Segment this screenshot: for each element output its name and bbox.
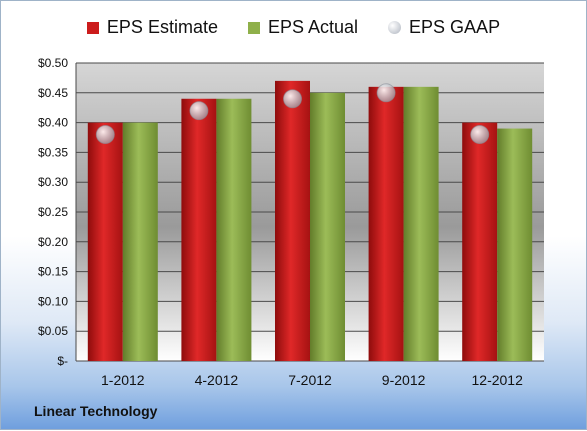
y-tick-label: $0.45 <box>38 86 68 100</box>
y-tick-label: $0.40 <box>38 116 68 130</box>
legend-swatch-gaap <box>388 21 402 34</box>
x-tick-label: 4-2012 <box>195 372 239 388</box>
bar-eps-actual <box>497 128 533 361</box>
bar-eps-estimate <box>275 80 310 361</box>
x-tick-label: 12-2012 <box>472 372 524 388</box>
y-tick-label: $- <box>57 354 68 368</box>
marker-eps-gaap <box>470 125 490 145</box>
y-tick-label: $0.30 <box>38 175 68 189</box>
y-tick-label: $0.35 <box>38 145 68 159</box>
legend: EPS Estimate EPS Actual EPS GAAP <box>1 17 586 38</box>
bar-eps-actual <box>403 86 439 361</box>
bar-eps-estimate <box>462 122 498 361</box>
marker-eps-gaap <box>189 101 209 121</box>
y-tick-label: $0.05 <box>38 324 68 338</box>
x-tick-label: 7-2012 <box>288 372 332 388</box>
bar-eps-actual <box>122 122 158 361</box>
bar-eps-actual <box>216 98 252 361</box>
company-name: Linear Technology <box>34 403 158 419</box>
legend-label-actual: EPS Actual <box>267 17 359 37</box>
x-tick-label: 1-2012 <box>101 372 145 388</box>
y-tick-label: $0.15 <box>38 265 68 279</box>
legend-swatch-actual <box>247 21 260 34</box>
bar-eps-estimate <box>368 86 404 361</box>
legend-item-gaap: EPS GAAP <box>388 17 500 38</box>
y-tick-label: $0.50 <box>38 56 68 70</box>
legend-swatch-estimate <box>86 21 99 34</box>
bar-eps-actual <box>310 92 345 362</box>
marker-eps-gaap <box>283 89 302 109</box>
y-tick-label: $0.20 <box>38 235 68 249</box>
marker-eps-gaap <box>95 125 115 145</box>
legend-item-actual: EPS Actual <box>247 17 359 38</box>
bar-eps-estimate <box>181 98 217 361</box>
legend-item-estimate: EPS Estimate <box>86 17 218 38</box>
bar-eps-estimate <box>87 122 123 361</box>
marker-eps-gaap <box>376 83 396 103</box>
legend-label-gaap: EPS GAAP <box>409 17 501 37</box>
y-tick-label: $0.25 <box>38 205 68 219</box>
y-tick-label: $0.10 <box>38 294 68 308</box>
x-tick-label: 9-2012 <box>382 372 426 388</box>
legend-label-estimate: EPS Estimate <box>106 17 218 37</box>
